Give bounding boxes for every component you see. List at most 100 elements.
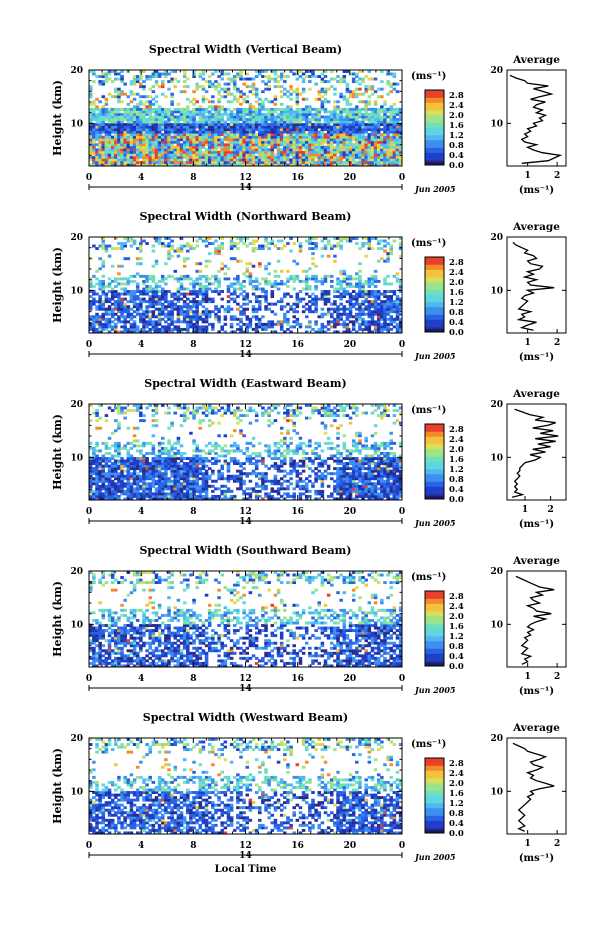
heatmap-cell: [367, 315, 372, 319]
heatmap-cell: [355, 138, 359, 142]
heatmap-cell: [145, 274, 149, 278]
heatmap-cell: [132, 82, 137, 86]
heatmap-cell: [198, 110, 203, 114]
heatmap-cell: [376, 95, 381, 99]
heatmap-cell: [251, 279, 256, 283]
heatmap-cell: [151, 264, 156, 268]
heatmap-cell: [157, 322, 162, 326]
heatmap-cell: [120, 320, 124, 324]
heatmap-cell: [114, 307, 118, 311]
heatmap-cell: [151, 295, 156, 299]
heatmap-cell: [176, 110, 181, 114]
heatmap-cell: [214, 70, 218, 73]
heatmap-cell: [270, 322, 275, 326]
heatmap-cell: [129, 467, 134, 471]
heatmap-cell: [167, 305, 171, 309]
heatmap-cell: [398, 158, 403, 162]
heatmap-cell: [132, 302, 137, 306]
heatmap-cell: [351, 320, 356, 324]
heatmap-cell: [229, 150, 234, 154]
heatmap-cell: [123, 242, 127, 245]
heatmap-cell: [380, 155, 384, 159]
heatmap-cell: [273, 123, 278, 126]
heatmap-cell: [367, 118, 372, 121]
heatmap-cell: [355, 237, 359, 240]
heatmap-cell: [207, 110, 212, 114]
heatmap-cell: [132, 242, 137, 245]
heatmap-cell: [232, 95, 237, 99]
heatmap-cell: [326, 158, 331, 162]
heatmap-cell: [279, 163, 284, 167]
heatmap-cell: [270, 128, 275, 132]
heatmap-cell: [398, 247, 403, 251]
heatmap-cell: [198, 290, 203, 293]
heatmap-cell: [311, 237, 315, 240]
heatmap-cell: [236, 143, 240, 147]
heatmap-cell: [114, 459, 118, 463]
colorbar-segment: [425, 312, 444, 315]
heatmap-cell: [389, 72, 394, 76]
heatmap-cell: [198, 145, 203, 149]
heatmap-cell: [283, 140, 287, 144]
heatmap-cell: [114, 143, 118, 147]
heatmap-cell: [398, 242, 403, 245]
heatmap-cell: [226, 307, 231, 311]
heatmap-cell: [295, 148, 300, 152]
heatmap-cell: [289, 295, 293, 299]
heatmap-cell: [242, 312, 246, 316]
heatmap-cell: [167, 87, 171, 91]
heatmap-cell: [304, 292, 309, 296]
heatmap-cell: [95, 292, 99, 296]
heatmap-cell: [286, 123, 290, 126]
heatmap-cell: [92, 472, 96, 476]
heatmap-cell: [251, 148, 256, 152]
heatmap-cell: [117, 97, 121, 101]
heatmap-cell: [248, 123, 253, 126]
heatmap-cell: [154, 150, 159, 154]
heatmap-cell: [376, 138, 381, 142]
heatmap-cell: [186, 292, 190, 296]
heatmap-cell: [301, 135, 306, 139]
heatmap-cell: [151, 327, 156, 331]
heatmap-cell: [370, 115, 375, 119]
heatmap-cell: [258, 317, 262, 321]
heatmap-cell: [254, 325, 259, 329]
heatmap-cell: [195, 135, 199, 139]
heatmap-cell: [123, 416, 127, 420]
heatmap-cell: [339, 269, 343, 273]
heatmap-cell: [201, 110, 206, 114]
heatmap-cell: [114, 155, 118, 159]
heatmap-cell: [361, 285, 365, 288]
heatmap-cell: [135, 75, 140, 78]
heatmap-cell: [267, 138, 271, 142]
heatmap-cell: [104, 414, 109, 418]
heatmap-cell: [342, 120, 347, 124]
heatmap-cell: [110, 160, 115, 164]
heatmap-cell: [330, 112, 334, 116]
heatmap-cell: [323, 118, 328, 121]
heatmap-cell: [117, 292, 121, 296]
heatmap-cell: [110, 315, 115, 319]
heatmap-cell: [229, 325, 234, 329]
heatmap-cell: [129, 148, 134, 152]
heatmap-cell: [157, 285, 162, 288]
heatmap-cell: [176, 310, 181, 314]
heatmap-cell: [311, 262, 315, 266]
heatmap-cell: [107, 452, 112, 455]
heatmap-cell: [370, 160, 375, 164]
heatmap-cell: [376, 155, 381, 159]
heatmap-cell: [214, 145, 218, 149]
heatmap-cell: [167, 312, 171, 316]
heatmap-cell: [198, 118, 203, 121]
heatmap-cell: [339, 297, 343, 301]
heatmap-cell: [117, 454, 121, 458]
heatmap-cell: [98, 467, 102, 471]
heatmap-cell: [179, 312, 184, 316]
heatmap-cell: [370, 118, 375, 121]
heatmap-cell: [229, 297, 234, 301]
heatmap-cell: [132, 279, 137, 283]
heatmap-cell: [339, 163, 343, 167]
heatmap-cell: [170, 92, 174, 96]
heatmap-cell: [295, 135, 300, 139]
heatmap-cell: [311, 135, 315, 139]
